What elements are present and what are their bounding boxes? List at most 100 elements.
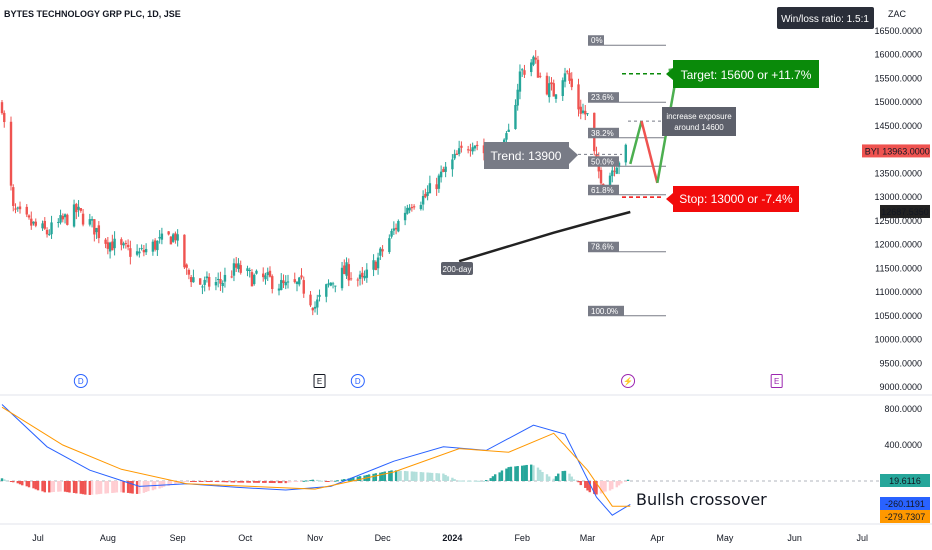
projection-up-1 [629, 120, 643, 165]
candle [388, 238, 391, 253]
candle [374, 261, 378, 271]
macd-histogram-bar [75, 481, 78, 494]
candle [570, 78, 573, 88]
macd-pane [0, 404, 631, 516]
macd-histogram-bar [311, 479, 314, 481]
candle [329, 282, 332, 286]
macd-histogram-bar [174, 481, 177, 485]
macd-histogram-bar [16, 481, 19, 484]
candle [617, 162, 621, 167]
candle [50, 222, 53, 235]
candle [66, 214, 69, 225]
macd-histogram-bar [277, 481, 281, 484]
candle [419, 204, 423, 210]
candle [246, 268, 249, 272]
macd-histogram-bar [27, 481, 31, 488]
macd-histogram-bar [505, 468, 508, 481]
macd-histogram-bar [536, 467, 540, 481]
macd-histogram-bar [95, 481, 98, 495]
candle [309, 294, 312, 306]
exposure-box [662, 107, 736, 136]
macd-histogram-bar [189, 481, 193, 482]
ma-price-value: 12687.5350 [881, 207, 929, 217]
candle [442, 169, 445, 173]
candle [624, 144, 627, 163]
candle [18, 206, 22, 210]
macd-histogram-bar [201, 481, 204, 482]
candle [334, 285, 337, 287]
candle [577, 84, 580, 110]
macd-histogram-bar [192, 481, 195, 482]
macd-histogram-bar [539, 469, 542, 481]
macd-histogram-bar [620, 481, 623, 484]
candle [579, 106, 582, 114]
macd-histogram-bar [167, 481, 170, 486]
candle [135, 251, 139, 255]
macd-value-box [880, 510, 930, 523]
macd-histogram-bar [446, 476, 450, 481]
macd-histogram-bar [198, 481, 202, 482]
price-tick: 15500.0000 [874, 73, 922, 83]
time-tick: Jul [32, 533, 44, 543]
exposure-label-line1: increase exposure [666, 112, 732, 121]
macd-histogram-bar [90, 481, 94, 495]
candle [45, 229, 49, 235]
fib-label: 0% [591, 36, 603, 45]
candle [95, 228, 98, 233]
candle [174, 233, 177, 241]
macd-histogram-bar [466, 480, 470, 482]
macd-histogram-bar [586, 481, 589, 491]
candle [239, 265, 242, 273]
candle [455, 153, 459, 155]
macd-histogram-bar [604, 481, 607, 492]
candle [403, 212, 407, 221]
macd-histogram-bar [532, 465, 535, 481]
candle [183, 234, 186, 268]
candle [237, 263, 240, 270]
time-tick: Oct [238, 533, 253, 543]
macd-histogram-bar [500, 470, 504, 481]
macd-histogram-bar [358, 476, 362, 481]
candle [140, 248, 143, 250]
macd-value-box [880, 497, 930, 510]
macd-histogram-bar [349, 477, 353, 481]
macd-histogram-bar [248, 481, 251, 483]
candle [48, 233, 51, 235]
macd-histogram-bar [59, 481, 62, 492]
candle [408, 207, 411, 211]
macd-histogram-bar [194, 481, 197, 482]
candle [280, 279, 283, 291]
macd-histogram-bar [162, 481, 166, 487]
macd-histogram-bar [552, 478, 555, 481]
macd-histogram-bar [241, 481, 245, 483]
candle [586, 113, 589, 115]
candle [268, 270, 272, 277]
trend-label: Trend: 13900 [491, 149, 562, 163]
ma-200-line [458, 210, 631, 263]
stop-box-pointer [666, 193, 673, 205]
macd-histogram-bar [142, 481, 146, 493]
fib-label: 100.0% [591, 307, 618, 316]
macd-histogram-bar [68, 481, 71, 493]
fib-label: 61.8% [591, 186, 614, 195]
candle [277, 288, 281, 291]
candle [471, 147, 474, 152]
macd-histogram-bar [584, 481, 587, 488]
candle [3, 112, 6, 123]
macd-histogram-bar [239, 481, 242, 483]
candle [613, 170, 616, 172]
candle [358, 274, 362, 279]
macd-histogram-bar [104, 481, 107, 494]
fib-label-box [588, 35, 604, 46]
candle [381, 249, 384, 252]
macd-histogram-bar [316, 479, 319, 481]
candle [390, 230, 393, 237]
candle [25, 206, 28, 215]
candle [271, 276, 274, 289]
candle [104, 239, 107, 244]
macd-histogram-bar [343, 479, 346, 481]
macd-histogram-bar [521, 465, 524, 481]
time-tick: Dec [375, 533, 392, 543]
macd-histogram-bar [523, 465, 526, 481]
macd-histogram-bar [593, 481, 596, 494]
